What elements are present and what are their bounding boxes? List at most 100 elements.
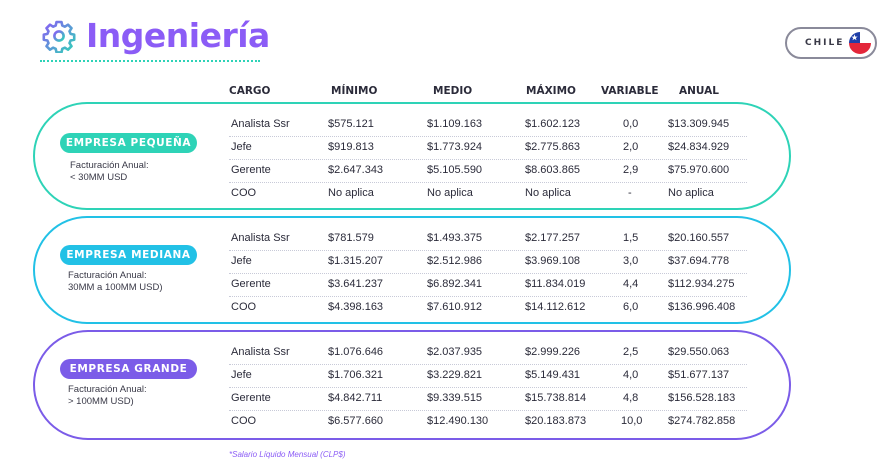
cell-medio: $6.892.341 [427, 278, 483, 290]
cell-variable: 4,0 [623, 369, 639, 381]
cell-variable: 0,0 [623, 118, 639, 130]
cell-maximo: $2.775.863 [525, 141, 581, 153]
cell-minimo: No aplica [328, 187, 374, 199]
cell-medio: $1.109.163 [427, 118, 483, 130]
note-line: > 100MM USD) [68, 396, 134, 407]
cell-minimo: $781.579 [328, 232, 374, 244]
col-header-minimo: MÍNIMO [331, 85, 378, 97]
panel-empresa-mediana [33, 216, 791, 324]
cell-variable: 10,0 [621, 415, 643, 427]
table-row: COO No aplica No aplica No aplica - No aplica [229, 184, 747, 206]
cell-medio: $2.512.986 [427, 255, 483, 267]
cell-variable: 4,8 [623, 392, 639, 404]
note-line: Facturación Anual: [68, 384, 147, 395]
cell-anual: $29.550.063 [668, 346, 730, 358]
cell-anual: $13.309.945 [668, 118, 730, 130]
page-header: Ingeniería [42, 16, 270, 55]
panel-empresa-grande [33, 330, 791, 440]
cell-cargo: Gerente [231, 392, 271, 404]
cell-variable: 3,0 [623, 255, 639, 267]
cell-maximo: $8.603.865 [525, 164, 581, 176]
cell-cargo: Jefe [231, 255, 252, 267]
cell-anual: $24.834.929 [668, 141, 730, 153]
title-underline [40, 60, 260, 62]
cell-cargo: Analista Ssr [231, 232, 290, 244]
cell-variable: 4,4 [623, 278, 639, 290]
col-header-medio: MEDIO [433, 85, 473, 97]
table-row: Gerente $4.842.711 $9.339.515 $15.738.814 4,… [229, 389, 747, 411]
table-row: Analista Ssr $1.076.646 $2.037.935 $2.999.2… [229, 343, 747, 365]
cell-variable: 2,9 [623, 164, 639, 176]
cell-cargo: Jefe [231, 369, 252, 381]
col-header-anual: ANUAL [679, 85, 719, 97]
cell-variable: 6,0 [623, 301, 639, 313]
table-row: Analista Ssr $781.579 $1.493.375 $2.177.257… [229, 229, 747, 251]
cell-anual: $51.677.137 [668, 369, 730, 381]
cell-variable: - [628, 187, 632, 199]
table-row: COO $4.398.163 $7.610.912 $14.112.612 6,0 $13… [229, 298, 747, 320]
cell-anual: No aplica [668, 187, 714, 199]
cell-variable: 1,5 [623, 232, 639, 244]
cell-maximo: $1.602.123 [525, 118, 581, 130]
col-header-variable: VARIABLE [601, 85, 659, 97]
note-line: < 30MM USD [70, 172, 128, 183]
table-row: Gerente $3.641.237 $6.892.341 $11.834.019 4,… [229, 275, 747, 297]
footnote: *Salario Líquido Mensual (CLP$) [229, 450, 346, 459]
note-line: 30MM a 100MM USD) [68, 282, 163, 293]
badge-empresa-mediana: EMPRESA MEDIANA [60, 245, 197, 265]
cell-cargo: COO [231, 415, 257, 427]
badge-empresa-pequena: EMPRESA PEQUEÑA [60, 133, 197, 153]
cell-maximo: $15.738.814 [525, 392, 587, 404]
cell-medio: $7.610.912 [427, 301, 483, 313]
cell-medio: $9.339.515 [427, 392, 483, 404]
table-row: Jefe $1.315.207 $2.512.986 $3.969.108 3,0 $37… [229, 252, 747, 274]
note-line: Facturación Anual: [68, 270, 147, 281]
cell-minimo: $1.315.207 [328, 255, 384, 267]
badge-empresa-grande: EMPRESA GRANDE [60, 359, 197, 379]
table-row: Jefe $1.706.321 $3.229.821 $5.149.431 4,0 $51… [229, 366, 747, 388]
cell-medio: $2.037.935 [427, 346, 483, 358]
page-title: Ingeniería [86, 16, 270, 55]
note-line: Facturación Anual: [70, 160, 149, 171]
cell-anual: $112.934.275 [668, 278, 735, 290]
cell-anual: $136.996.408 [668, 301, 736, 313]
cell-medio: $1.773.924 [427, 141, 483, 153]
cell-minimo: $2.647.343 [328, 164, 384, 176]
cell-cargo: Gerente [231, 164, 271, 176]
cell-anual: $156.528.183 [668, 392, 736, 404]
table-row: Analista Ssr $575.121 $1.109.163 $1.602.123… [229, 115, 747, 137]
cell-maximo: $11.834.019 [525, 278, 586, 290]
cell-cargo: Analista Ssr [231, 346, 290, 358]
cell-minimo: $1.076.646 [328, 346, 384, 358]
cell-cargo: Analista Ssr [231, 118, 290, 130]
cell-minimo: $1.706.321 [328, 369, 384, 381]
cell-medio: $1.493.375 [427, 232, 483, 244]
cell-variable: 2,0 [623, 141, 639, 153]
cell-maximo: No aplica [525, 187, 571, 199]
cell-cargo: COO [231, 301, 257, 313]
cell-medio: $3.229.821 [427, 369, 483, 381]
cell-minimo: $4.398.163 [328, 301, 384, 313]
panel-empresa-pequena [33, 102, 791, 210]
cell-maximo: $3.969.108 [525, 255, 581, 267]
cell-maximo: $14.112.612 [525, 301, 586, 313]
cell-anual: $274.782.858 [668, 415, 736, 427]
table-row: Jefe $919.813 $1.773.924 $2.775.863 2,0 $24.8… [229, 138, 747, 160]
cell-maximo: $2.999.226 [525, 346, 581, 358]
country-selector[interactable]: CHILE [785, 27, 877, 59]
cell-anual: $75.970.600 [668, 164, 730, 176]
cell-anual: $37.694.778 [668, 255, 730, 267]
cell-anual: $20.160.557 [668, 232, 730, 244]
cell-cargo: Gerente [231, 278, 271, 290]
chile-flag-icon [849, 32, 871, 54]
cell-cargo: COO [231, 187, 257, 199]
cell-medio: $5.105.590 [427, 164, 483, 176]
cell-medio: No aplica [427, 187, 473, 199]
country-label: CHILE [805, 38, 845, 48]
cell-minimo: $575.121 [328, 118, 374, 130]
table-row: COO $6.577.660 $12.490.130 $20.183.873 10,0 $… [229, 412, 747, 434]
cell-minimo: $3.641.237 [328, 278, 384, 290]
cell-cargo: Jefe [231, 141, 252, 153]
col-header-maximo: MÁXIMO [526, 85, 576, 97]
gear-icon [42, 20, 76, 53]
